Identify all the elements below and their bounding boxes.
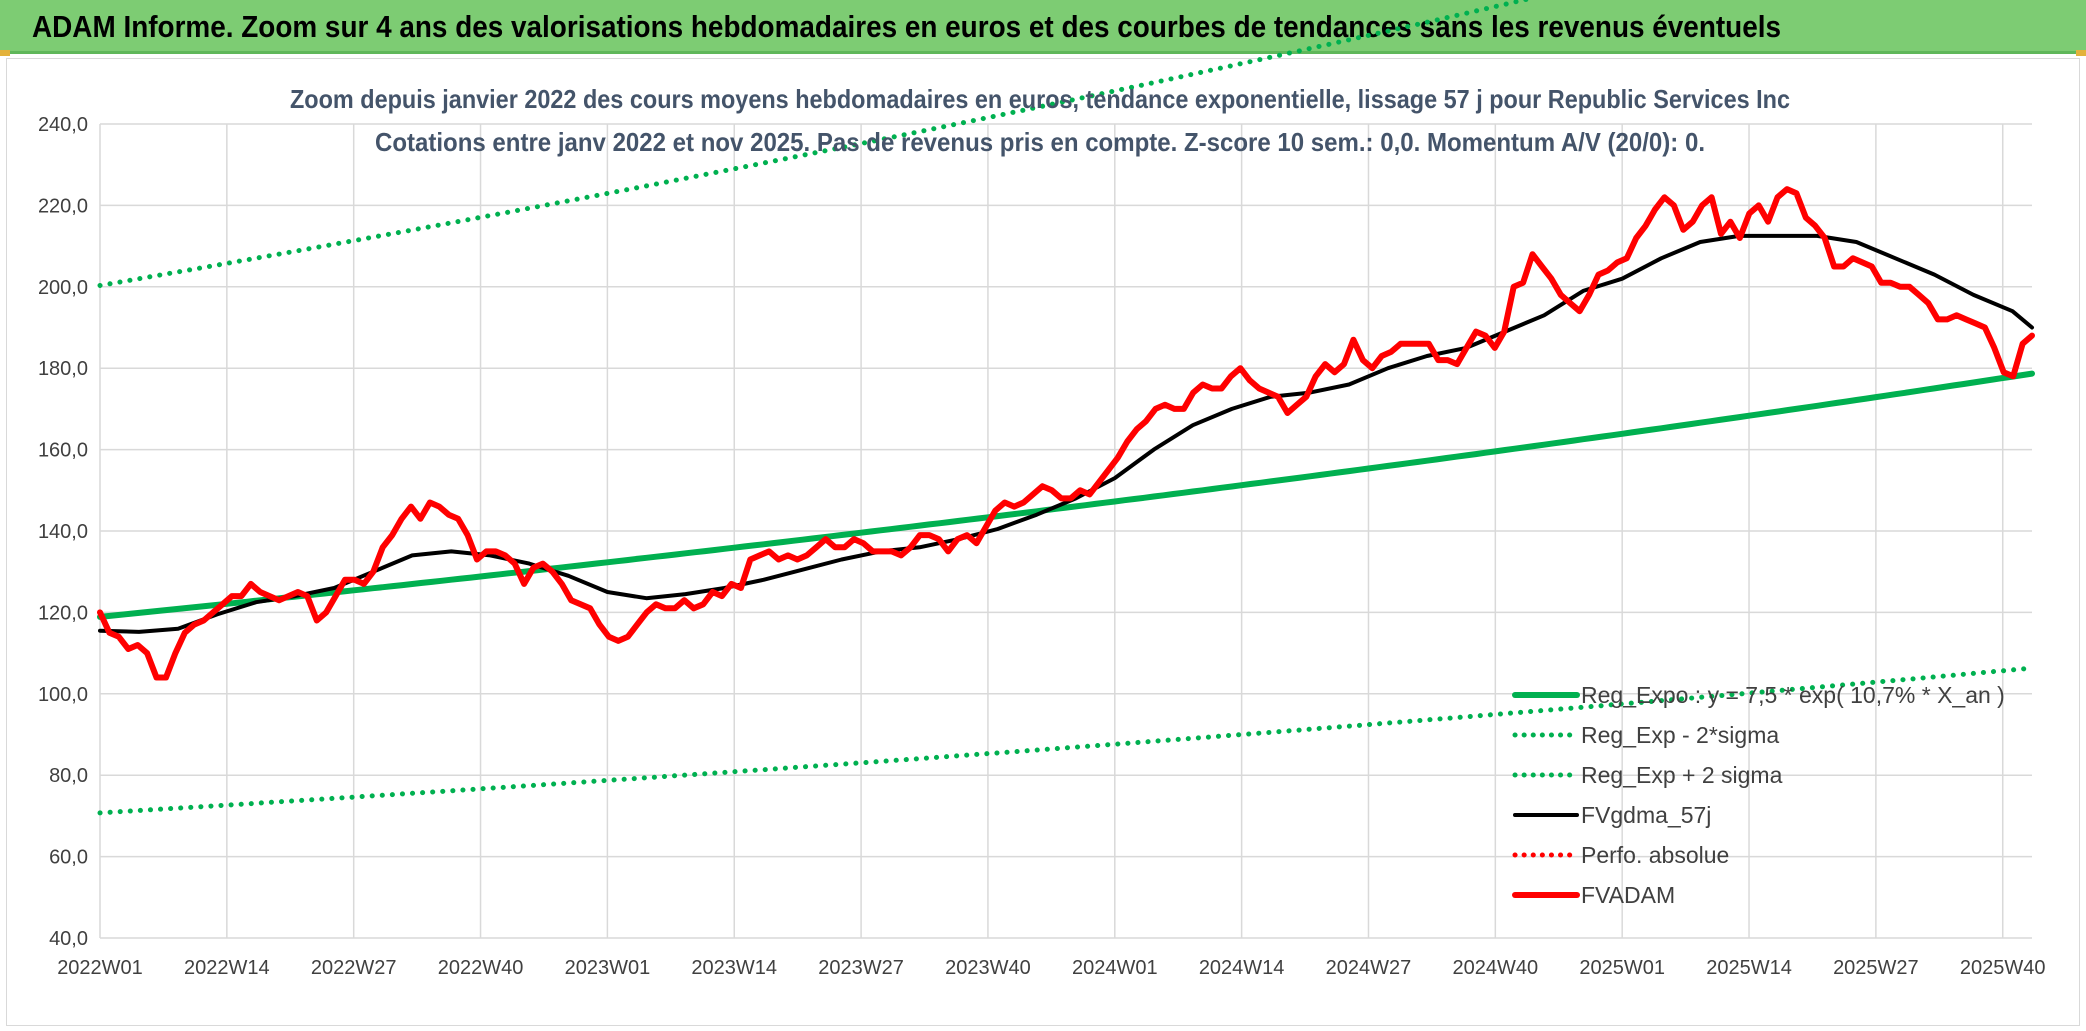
chart-title: Zoom depuis janvier 2022 des cours moyen… [290,84,1790,157]
y-tick-label: 120,0 [38,602,88,624]
y-tick-label: 220,0 [38,195,88,217]
y-tick-label: 240,0 [38,114,88,136]
x-tick-label: 2025W40 [1960,957,2046,979]
x-tick-label: 2024W01 [1072,957,1158,979]
y-tick-label: 200,0 [38,277,88,299]
legend-label: Reg_Expo : y = 7,5 * exp( 10,7% * X_an ) [1581,682,2005,708]
report-banner: ADAM Informe. Zoom sur 4 ans des valoris… [0,0,2086,54]
x-tick-label: 2023W01 [565,957,651,979]
report-title: ADAM Informe. Zoom sur 4 ans des valoris… [32,9,1781,44]
x-tick-label: 2025W14 [1706,957,1792,979]
y-tick-label: 140,0 [38,521,88,543]
x-tick-label: 2023W40 [945,957,1031,979]
legend-label: Reg_Exp - 2*sigma [1581,722,1779,748]
legend-label: Reg_Exp + 2 sigma [1581,762,1783,788]
chart-title-line: Zoom depuis janvier 2022 des cours moyen… [290,84,1790,114]
y-tick-label: 160,0 [38,440,88,462]
y-tick-label: 180,0 [38,358,88,380]
series-line-0 [97,370,2035,620]
y-tick-label: 80,0 [49,765,88,787]
x-tick-label: 2022W01 [57,957,143,979]
y-axis-tick-labels: 40,0 60,0 80,0 100,0 120,0 140,0 160,0 180,0 200… [38,114,88,950]
x-tick-label: 2022W27 [311,957,397,979]
x-tick-label: 2024W14 [1199,957,1285,979]
x-tick-label: 2024W40 [1453,957,1539,979]
chart-gridlines [99,123,2032,939]
x-tick-label: 2023W27 [818,957,904,979]
chart-title-line: Cotations entre janv 2022 et nov 2025. P… [375,127,1705,157]
x-tick-label: 2025W27 [1833,957,1919,979]
banner-corner-right [2076,50,2086,56]
banner-corner-left [0,50,10,56]
chart-series [97,0,2035,816]
y-tick-label: 40,0 [49,928,88,950]
series-line-2 [97,665,2035,816]
x-tick-label: 2025W01 [1579,957,1665,979]
chart-legend: Reg_Expo : y = 7,5 * exp( 10,7% * X_an )… [1512,682,2005,908]
series-line-3 [98,233,2034,634]
legend-label: FVgdma_57j [1581,802,1711,828]
x-axis-tick-labels: 2022W01 2022W14 2022W27 2022W40 2023W01 2023W… [57,957,2045,979]
x-tick-label: 2023W14 [691,957,777,979]
legend-label: Perfo. absolue [1581,842,1729,868]
legend-label: FVADAM [1581,882,1675,908]
y-tick-label: 100,0 [38,684,88,706]
y-tick-label: 60,0 [49,847,88,869]
chart-frame [6,58,2080,1026]
series-line-5 [97,186,2035,681]
x-tick-label: 2022W40 [438,957,524,979]
x-tick-label: 2022W14 [184,957,270,979]
x-tick-label: 2024W27 [1326,957,1412,979]
